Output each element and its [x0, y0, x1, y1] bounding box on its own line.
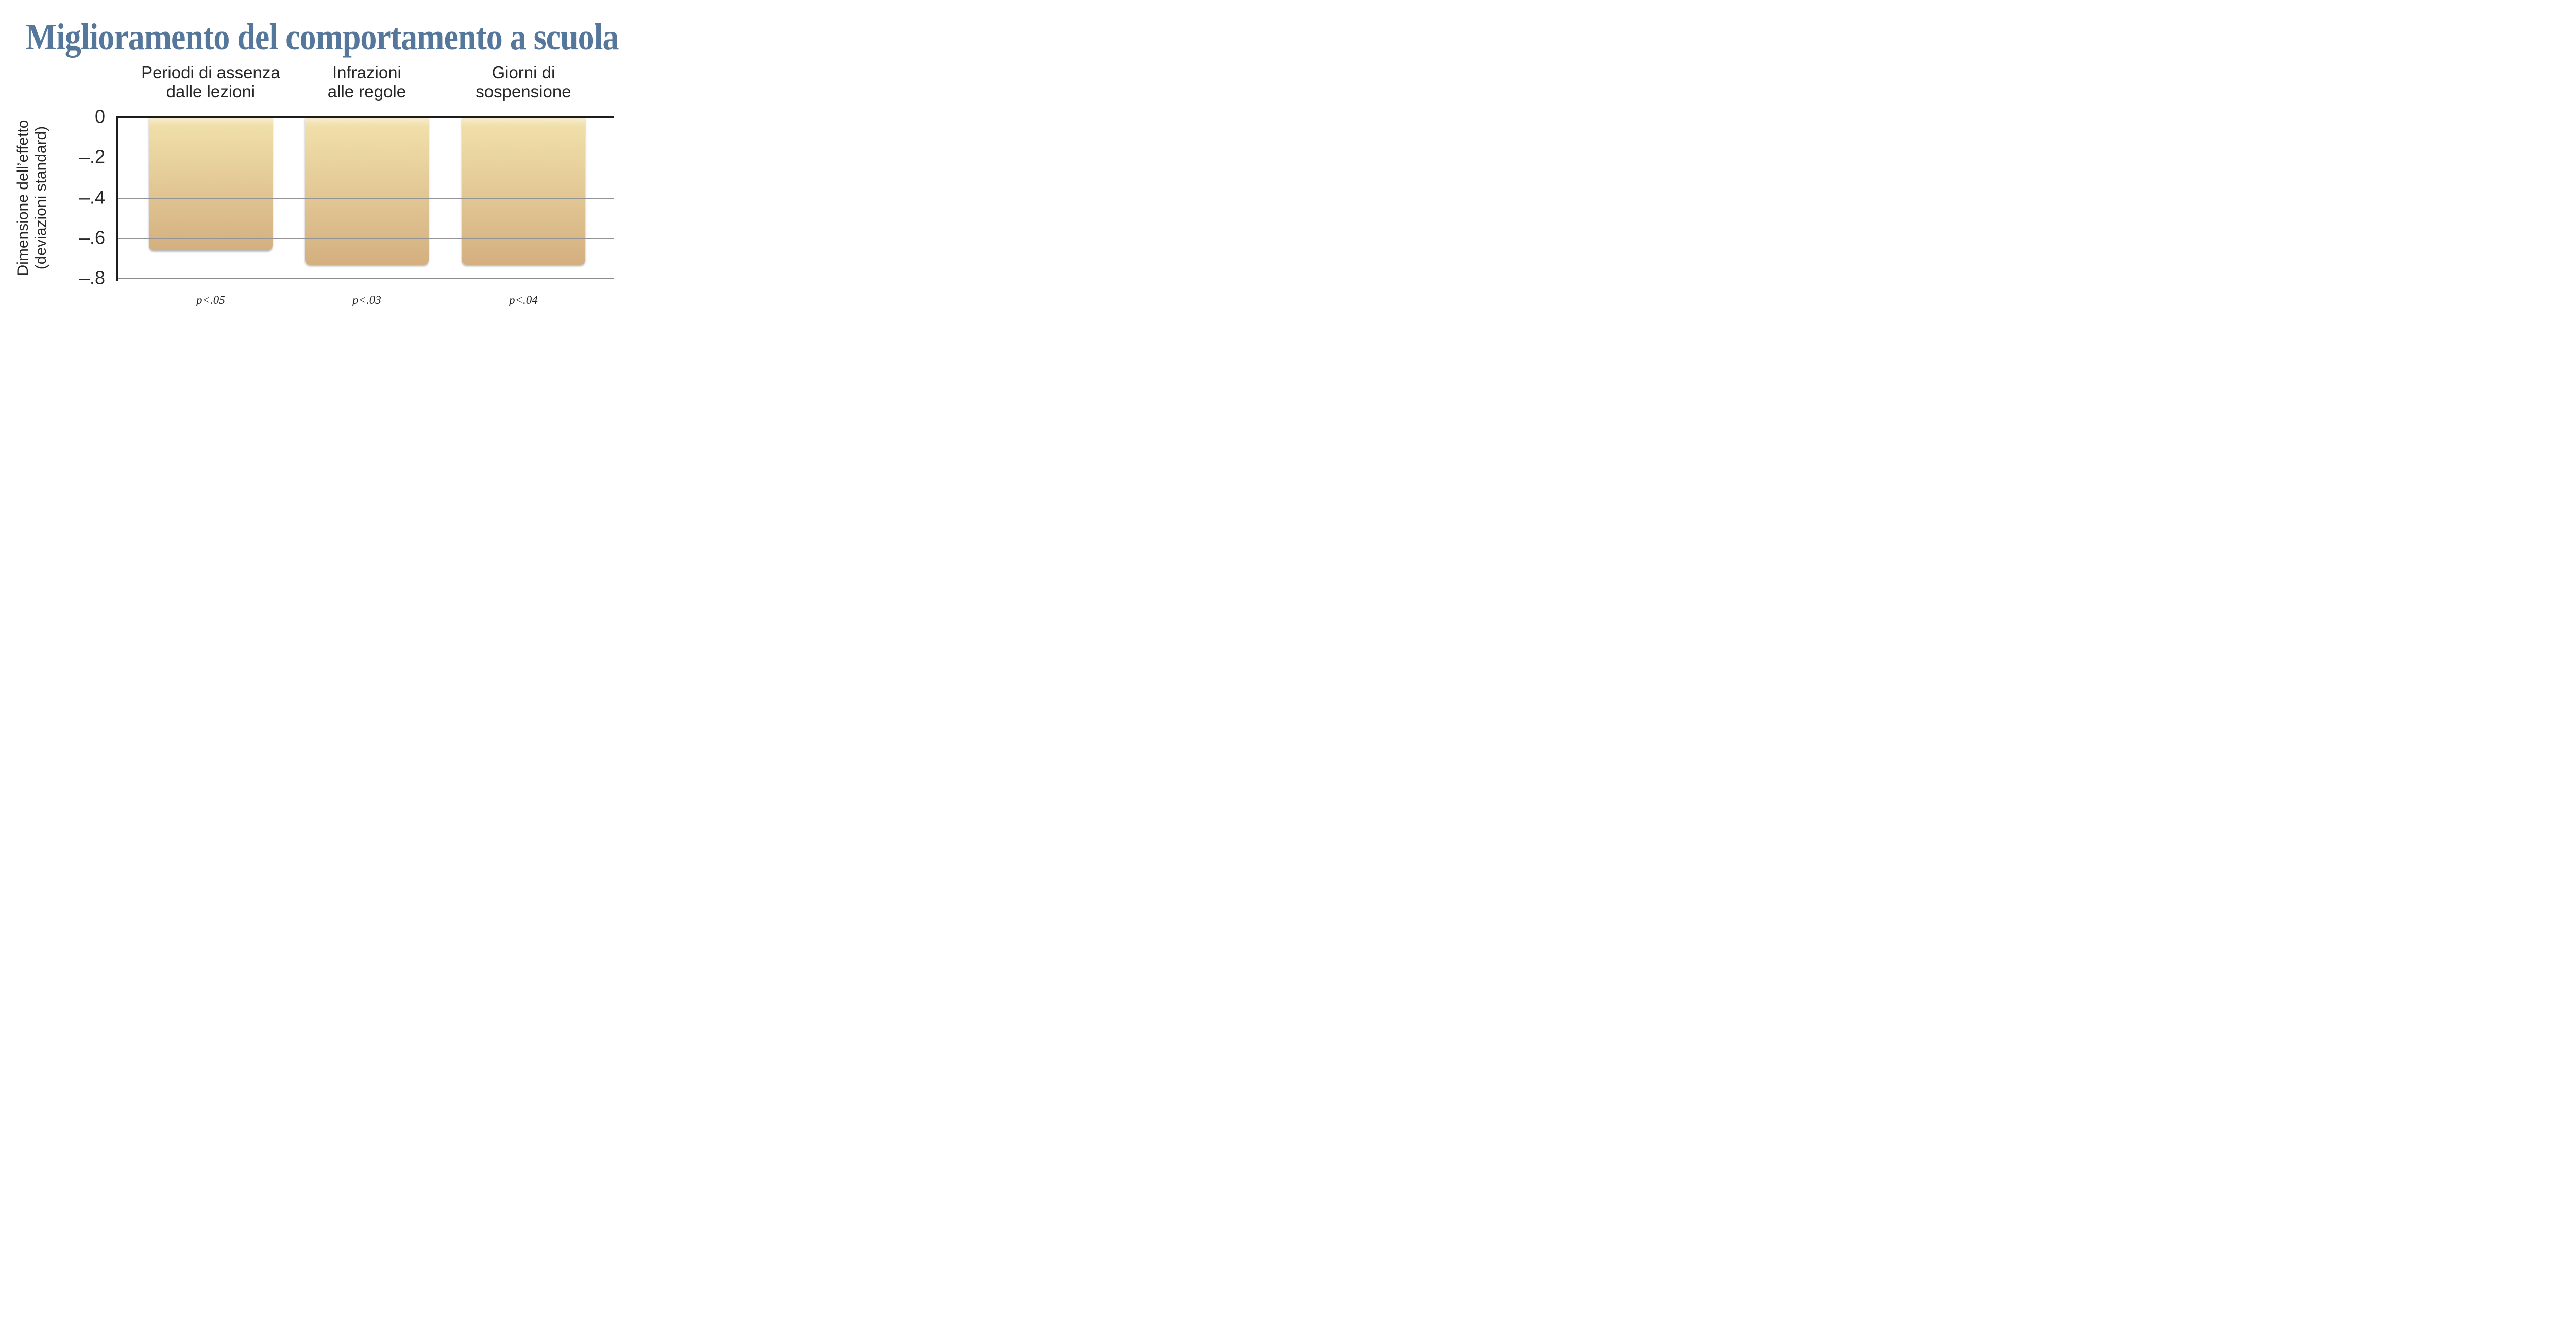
p-value-label: p<.04	[509, 294, 538, 306]
p-value-label: p<.03	[352, 294, 381, 306]
plot-area	[116, 116, 614, 281]
y-tick-label: –.2	[79, 146, 105, 167]
gridline	[118, 198, 614, 199]
y-tick-label: –.4	[79, 186, 105, 208]
y-tick-label: –.6	[79, 227, 105, 248]
gridline	[118, 238, 614, 239]
category-headers: Periodi di assenza dalle lezioni Infrazio…	[118, 63, 614, 110]
bar	[461, 117, 586, 265]
y-tick-label: –.8	[79, 267, 105, 288]
p-value-labels: p<.05 p<.03 p<.04	[118, 294, 614, 314]
y-tick-label: 0	[94, 106, 105, 127]
y-axis-line	[116, 116, 118, 281]
category-header: Periodi di assenza dalle lezioni	[141, 63, 280, 101]
y-axis-ticks: 0 –.2 –.4 –.6 –.8	[0, 106, 105, 288]
bottom-axis-line	[118, 278, 614, 279]
category-header: Infrazioni alle regole	[327, 63, 406, 101]
p-value-label: p<.05	[196, 294, 225, 306]
category-header: Giorni di sospensione	[476, 63, 571, 101]
zero-axis-line	[116, 116, 614, 118]
bar	[148, 117, 273, 251]
chart-title: Miglioramento del comportamento a scuola	[25, 16, 619, 58]
bar	[304, 117, 429, 265]
chart: Miglioramento del comportamento a scuola…	[0, 0, 644, 333]
